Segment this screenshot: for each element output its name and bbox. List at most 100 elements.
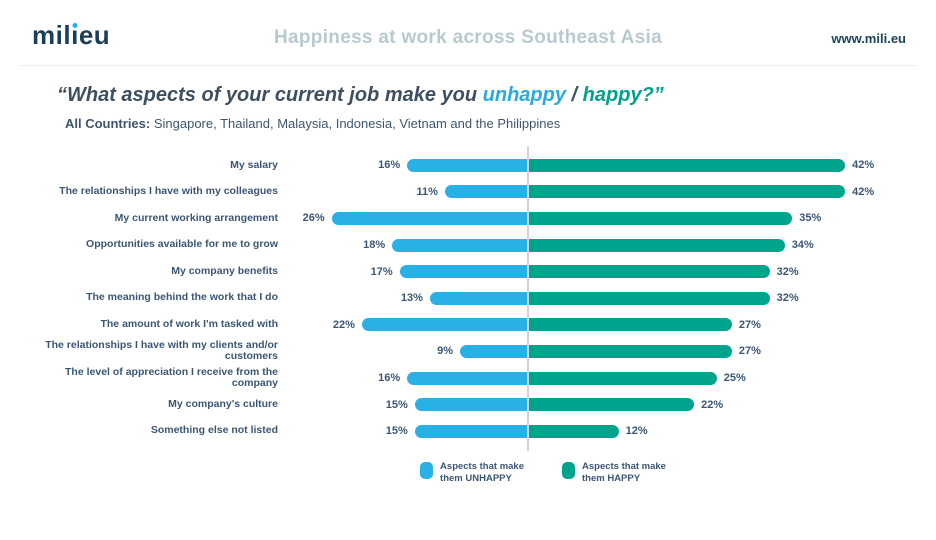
center-axis-line [527,146,529,451]
unhappy-zone: 15% [278,398,528,412]
happy-value-label: 12% [625,425,648,438]
happy-word: happy [582,84,642,106]
page-title: Happiness at work across Southeast Asia [274,27,662,48]
unhappy-zone: 17% [278,265,528,279]
happy-value-label: 25% [723,372,746,385]
unhappy-value-label: 9% [437,345,454,358]
happy-bar [528,398,695,412]
category-label: Something else not listed [150,424,278,437]
legend-line: Aspects that make [440,460,524,472]
legend-line: them HAPPY [582,472,641,484]
unhappy-bar [331,211,528,225]
unhappy-bar [414,424,528,438]
subtitle-bold: All Countries: [65,116,151,131]
unhappy-zone: 9% [278,344,528,358]
chart-row: My current working arrangement 26% 35% [0,205,936,232]
logo-part3: eu [78,20,111,50]
legend-line: Aspects that make [582,460,666,472]
unhappy-bar [407,371,528,385]
happy-zone: 27% [528,344,936,358]
happy-value-label: 42% [852,185,875,198]
happy-zone: 32% [528,291,936,305]
separator: / [566,84,583,106]
happy-zone: 32% [528,265,936,279]
unhappy-bar [407,158,528,172]
unhappy-legend-label: Aspects that make them UNHAPPY [440,461,524,486]
milieu-logo: milı eu [32,20,110,51]
happy-bar [528,291,770,305]
unhappy-zone: 11% [278,185,528,199]
happy-zone: 34% [528,238,936,252]
website-link[interactable]: www.mili.eu [831,31,906,46]
unhappy-value-label: 26% [302,212,325,225]
happy-zone: 12% [528,424,936,438]
happy-value-label: 27% [738,318,761,331]
unhappy-value-label: 15% [385,425,408,438]
subtitle-rest: Singapore, Thailand, Malaysia, Indonesia… [150,116,561,131]
header: milı eu Happiness at work across Southeas… [0,0,936,66]
unhappy-bar [361,318,528,332]
happy-zone: 25% [528,371,936,385]
category-label: The relationships I have with my clients… [45,338,278,363]
unhappy-word: unhappy [482,84,566,106]
survey-question: “What aspects of your current job make y… [57,84,936,107]
chart-row: The relationships I have with my clients… [0,338,936,365]
category-label: Opportunities available for me to grow [86,238,278,251]
category-label: My current working arrangement [114,211,278,224]
category-label: The amount of work I'm tasked with [100,318,278,331]
chart-row: Opportunities available for me to grow 1… [0,232,936,259]
chart-row: My salary 16% 42% [0,152,936,179]
chart-row: The level of appreciation I receive from… [0,365,936,392]
happy-bar [528,185,846,199]
happy-legend-swatch-icon [562,461,575,479]
open-quote: “ [57,84,67,106]
close-quote: ?” [641,84,664,106]
unhappy-zone: 26% [278,211,528,225]
happy-zone: 42% [528,158,936,172]
happy-bar [528,265,770,279]
category-label: My company's culture [168,397,278,410]
category-label: My salary [230,158,278,171]
unhappy-bar [414,398,528,412]
happy-bar [528,424,619,438]
happy-value-label: 27% [738,345,761,358]
happy-bar [528,158,846,172]
legend-item-unhappy: Aspects that make them UNHAPPY [420,461,524,486]
category-label: The meaning behind the work that I do [86,291,278,304]
unhappy-value-label: 18% [363,239,386,252]
unhappy-value-label: 22% [332,318,355,331]
unhappy-zone: 15% [278,424,528,438]
legend: Aspects that make them UNHAPPY Aspects t… [75,461,936,486]
countries-subtitle: All Countries: Singapore, Thailand, Mala… [65,116,936,131]
chart-row: My company's culture 15% 22% [0,391,936,418]
unhappy-bar [429,291,528,305]
happy-zone: 22% [528,398,936,412]
unhappy-value-label: 13% [400,292,423,305]
unhappy-value-label: 11% [416,185,438,198]
category-label: The level of appreciation I receive from… [65,365,278,390]
happy-zone: 42% [528,185,936,199]
unhappy-legend-swatch-icon [420,461,434,479]
unhappy-value-label: 16% [378,372,401,385]
unhappy-value-label: 16% [378,159,401,172]
unhappy-bar [392,238,528,252]
logo-cyan-dot-icon [72,23,78,28]
happy-bar [528,371,717,385]
unhappy-bar [399,265,528,279]
happy-bar [528,318,732,332]
unhappy-zone: 16% [278,158,528,172]
unhappy-zone: 22% [278,318,528,332]
chart-row: The meaning behind the work that I do 13… [0,285,936,312]
happy-value-label: 42% [852,159,875,172]
happy-zone: 35% [528,211,936,225]
unhappy-zone: 16% [278,371,528,385]
happy-value-label: 32% [776,265,799,278]
header-divider [20,65,916,66]
unhappy-value-label: 17% [370,265,393,278]
unhappy-zone: 13% [278,291,528,305]
chart-row: The amount of work I'm tasked with 22% 2… [0,312,936,339]
happy-value-label: 22% [701,398,724,411]
happy-value-label: 34% [791,239,814,252]
happy-value-label: 35% [799,212,822,225]
happy-bar [528,238,785,252]
